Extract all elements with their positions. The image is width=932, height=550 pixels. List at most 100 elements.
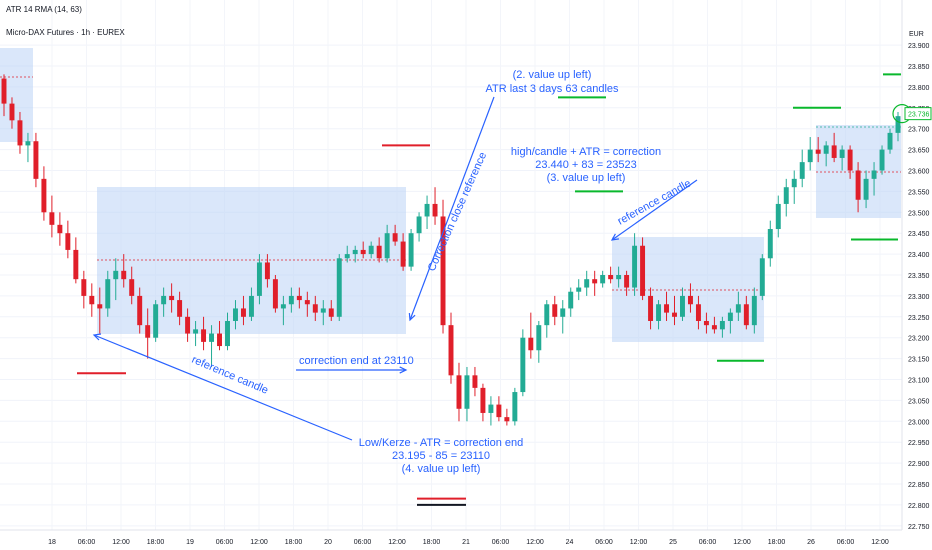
candle-body [895, 116, 901, 133]
x-tick-label: 06:00 [354, 539, 372, 546]
candle-body [169, 295, 175, 301]
currency-label: EUR [909, 31, 924, 38]
candle-body [839, 149, 845, 158]
candle-body [105, 279, 111, 309]
x-tick-label: 18:00 [423, 539, 441, 546]
candle-body [280, 304, 286, 309]
y-tick-label: 23.550 [908, 189, 930, 196]
candle-body [552, 304, 558, 317]
highlight-zone [612, 237, 764, 342]
candle-body [25, 141, 31, 146]
x-tick-label: 20 [324, 539, 332, 546]
candle-body [863, 178, 869, 200]
y-tick-label: 23.800 [908, 85, 930, 92]
symbol-label: Micro-DAX Futures · 1h · EUREX [6, 28, 125, 37]
candle-body [113, 270, 119, 280]
candle-body [153, 304, 159, 338]
candle-body [49, 212, 55, 225]
candle-body [871, 170, 877, 179]
candle-body [288, 295, 294, 305]
candle-body [767, 229, 773, 259]
x-tick-label: 12:00 [630, 539, 648, 546]
candle-body [592, 279, 598, 284]
candle-body [240, 308, 246, 317]
y-tick-label: 23.050 [908, 398, 930, 405]
x-tick-label: 12:00 [733, 539, 751, 546]
x-tick-label: 18:00 [768, 539, 786, 546]
candle-body [600, 275, 606, 284]
x-tick-label: 06:00 [78, 539, 96, 546]
y-tick-label: 23.350 [908, 273, 930, 280]
candle-body [177, 300, 183, 317]
arrow-correction-close-head [408, 312, 416, 322]
candle-body [264, 262, 270, 280]
y-tick-label: 23.700 [908, 127, 930, 134]
candle-body [33, 141, 39, 179]
x-tick-label: 12:00 [250, 539, 268, 546]
candle-body [464, 375, 470, 409]
x-tick-label: 06:00 [837, 539, 855, 546]
y-tick-label: 23.100 [908, 378, 930, 385]
candle-body [775, 203, 781, 230]
x-tick-label: 19 [186, 539, 194, 546]
candle-body [248, 295, 254, 317]
y-tick-label: 23.150 [908, 357, 930, 364]
candle-body [568, 291, 574, 309]
candle-body [847, 149, 853, 171]
candle-body [424, 203, 430, 217]
candle-body [616, 275, 622, 280]
y-tick-label: 23.650 [908, 148, 930, 155]
candle-body [544, 304, 550, 326]
candle-body [608, 275, 614, 280]
candle-body [560, 308, 566, 317]
candle-body [711, 325, 717, 330]
candle-body [360, 249, 366, 255]
y-tick-label: 22.950 [908, 440, 930, 447]
candle-body [312, 304, 318, 313]
candle-body [727, 312, 733, 321]
arrow-reference-candle-left [93, 334, 353, 441]
y-tick-label: 23.900 [908, 43, 930, 50]
candle-body [448, 325, 454, 376]
candle-body [887, 132, 893, 150]
candle-body [432, 203, 438, 217]
candle-body [783, 187, 789, 204]
candle-body [504, 417, 510, 422]
candle-body [17, 120, 23, 146]
x-tick-label: 12:00 [388, 539, 406, 546]
candle-body [400, 241, 406, 267]
candle-body [320, 308, 326, 313]
x-tick-label: 18 [48, 539, 56, 546]
candle-body [680, 295, 685, 317]
candle-body [488, 404, 494, 413]
candle-body [632, 245, 638, 288]
x-tick-label: 24 [566, 539, 574, 546]
x-tick-label: 06:00 [216, 539, 234, 546]
candle-body [879, 149, 885, 171]
x-tick-label: 21 [462, 539, 470, 546]
candle-body [703, 320, 709, 326]
candle-body [376, 245, 382, 259]
candle-body [528, 337, 534, 351]
candle-body [368, 245, 374, 255]
y-tick-label: 22.850 [908, 482, 930, 489]
annotation-text: high/candle + ATR = correction [511, 146, 661, 158]
candle-body [392, 233, 398, 242]
candle-body [89, 295, 95, 305]
candle-body [161, 295, 167, 305]
candle-body [496, 404, 502, 418]
annotation-text: correction end at 23110 [299, 355, 414, 367]
x-tick-label: 06:00 [492, 539, 510, 546]
arrow-reference-candle-left-head [92, 333, 102, 341]
candle-body [328, 308, 334, 317]
y-tick-label: 23.850 [908, 64, 930, 71]
candle-body [743, 304, 749, 326]
annotation-text: (2. value up left) [513, 69, 592, 81]
candle-body [687, 295, 693, 305]
y-tick-label: 23.400 [908, 252, 930, 259]
x-tick-label: 06:00 [595, 539, 613, 546]
candle-body [352, 249, 358, 255]
candle-body [256, 262, 262, 296]
candle-body [201, 329, 207, 342]
